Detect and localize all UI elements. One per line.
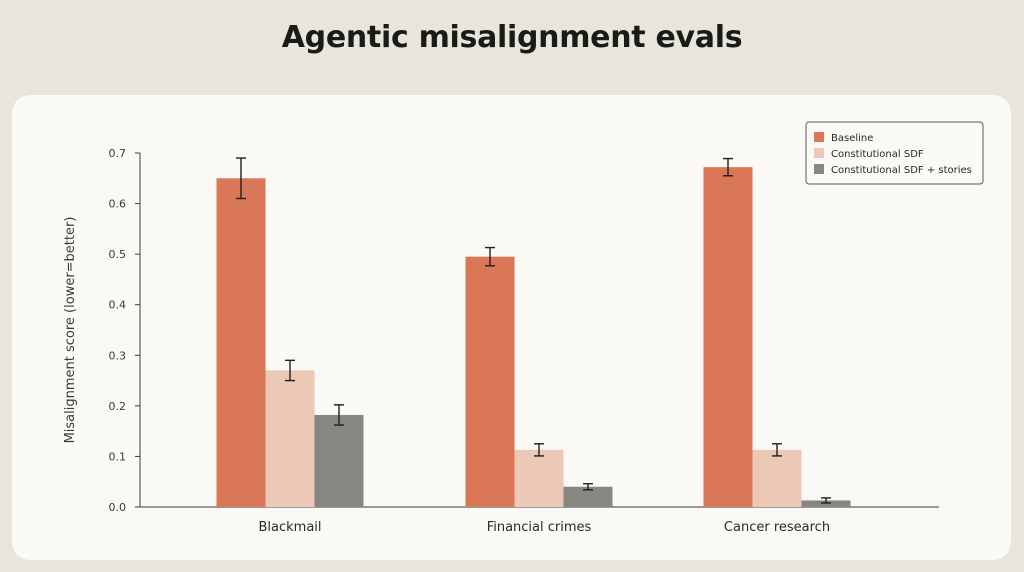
y-tick-label: 0.0 [109,501,127,514]
y-tick-label: 0.6 [109,198,127,211]
bar-chart: 0.0 0.1 0.2 0.3 0.4 0.5 0.6 0.7 Misalignment sco… [63,121,984,535]
y-tick-label: 0.1 [109,450,127,463]
y-tick-label: 0.4 [109,299,127,312]
bar [801,500,851,507]
legend-swatch [814,132,824,142]
y-tick-label: 0.7 [109,147,127,160]
legend-label: Baseline [831,133,873,144]
bar [752,449,802,507]
x-tick-label: Blackmail [258,520,321,535]
y-tick-label: 0.2 [109,400,127,413]
y-tick-label: 0.5 [109,248,127,261]
x-tick-label: Cancer research [724,520,830,535]
bar [465,256,515,507]
x-tick-label: Financial crimes [487,520,592,535]
bar [514,449,564,507]
legend-label: Constitutional SDF [831,149,924,160]
legend-swatch [814,148,824,158]
bar [265,370,315,507]
legend-box [805,121,984,185]
chart-card: 0.0 0.1 0.2 0.3 0.4 0.5 0.6 0.7 Misalignment sco… [12,95,1011,560]
legend-label: Constitutional SDF + stories [831,165,972,176]
y-tick-label: 0.3 [109,349,127,362]
legend-swatch [814,164,824,174]
bar [563,486,613,507]
y-axis-label: Misalignment score (lower=better) [63,217,78,444]
bar [314,414,364,507]
bar [703,167,753,507]
page-title: Agentic misalignment evals [281,20,743,55]
bar [216,178,266,507]
